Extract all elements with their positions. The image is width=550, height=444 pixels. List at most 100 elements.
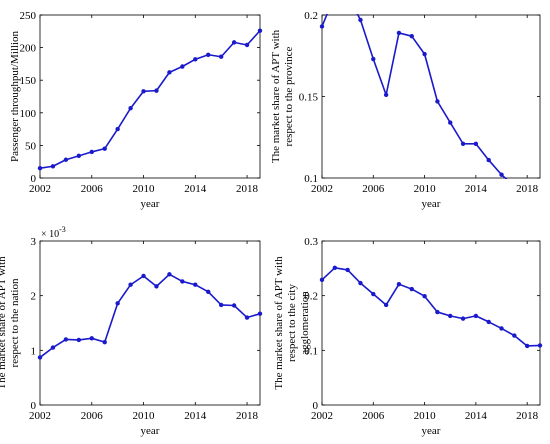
data-point xyxy=(102,339,107,345)
y-tick-label: 2 xyxy=(31,291,37,303)
series-line xyxy=(39,30,261,170)
x-tick-label: 2014 xyxy=(184,410,207,422)
data-point xyxy=(154,284,159,289)
data-point xyxy=(76,153,82,159)
y-tick-label: 0.1 xyxy=(304,345,318,357)
data-point xyxy=(231,303,237,308)
axes-box xyxy=(39,240,261,406)
data-point xyxy=(50,164,56,169)
data-point xyxy=(396,281,402,287)
x-tick-label: 2014 xyxy=(184,183,207,195)
x-tick-label: 2002 xyxy=(311,410,333,422)
x-tick-label: 2010 xyxy=(133,410,156,422)
x-tick-label: 2010 xyxy=(133,183,156,195)
data-point xyxy=(499,326,504,331)
data-point xyxy=(383,302,389,308)
data-point xyxy=(63,337,69,342)
series-line xyxy=(39,273,261,359)
x-axis-label: year xyxy=(141,198,160,210)
x-tick-label: 2002 xyxy=(311,183,333,195)
y-exponent-label: × 10-3 xyxy=(41,225,66,240)
subplot-4: 2002 2006 2010 2014 2018 0 0.1 0.2 0.3 year The ma… xyxy=(273,236,543,437)
x-tick-label: 2010 xyxy=(414,183,437,195)
y-tick-label: 3 xyxy=(31,236,37,248)
axes-box xyxy=(321,14,541,179)
data-point xyxy=(50,345,56,350)
plot-area xyxy=(37,272,263,360)
y-tick-label: 1 xyxy=(31,345,37,357)
data-point xyxy=(358,280,363,286)
data-point xyxy=(422,51,427,57)
data-point xyxy=(218,54,224,59)
data-point xyxy=(345,267,350,273)
data-point xyxy=(332,265,338,270)
y-axis-label: The market share of APT withrespect to t… xyxy=(0,256,21,390)
x-tick-label: 2018 xyxy=(236,410,259,422)
data-point xyxy=(448,313,453,319)
y-axis-label: The market share of APT withrespect to t… xyxy=(273,256,311,390)
data-point xyxy=(231,40,237,45)
x-tick-label: 2014 xyxy=(465,183,488,195)
data-point xyxy=(89,149,94,155)
data-point xyxy=(319,24,325,29)
data-point xyxy=(512,333,517,338)
data-point xyxy=(257,311,263,316)
x-tick-label: 2006 xyxy=(81,183,104,195)
data-point xyxy=(244,315,250,320)
subplot-1: 2002 2006 2010 2014 2018 0 50 100 150 200 250 year P… xyxy=(9,10,263,210)
data-point xyxy=(460,141,466,146)
data-point xyxy=(141,273,146,279)
data-point xyxy=(435,309,440,315)
data-point xyxy=(448,120,453,125)
data-point xyxy=(180,279,185,284)
data-point xyxy=(409,33,414,39)
y-tick-label: 250 xyxy=(20,10,37,22)
data-point xyxy=(383,92,389,98)
x-tick-label: 2018 xyxy=(236,183,259,195)
data-point xyxy=(193,282,198,287)
x-tick-label: 2002 xyxy=(29,410,51,422)
x-tick-label: 2006 xyxy=(362,183,385,195)
x-tick-label: 2018 xyxy=(516,183,539,195)
x-tick-label: 2014 xyxy=(465,410,488,422)
data-point xyxy=(154,88,159,93)
data-point xyxy=(524,343,530,349)
data-point xyxy=(141,89,146,94)
data-point xyxy=(257,28,263,33)
data-point xyxy=(115,301,120,306)
plot-area xyxy=(37,28,263,171)
data-point xyxy=(435,99,440,104)
subplot-3: 2002 2006 2010 2014 2018 0 1 2 3 × 10-3 year The ma… xyxy=(0,225,263,437)
axes-box xyxy=(321,240,541,406)
data-point xyxy=(218,302,224,308)
data-point xyxy=(128,106,133,111)
y-tick-label: 100 xyxy=(20,108,37,120)
data-point xyxy=(167,70,172,75)
y-axis-label: The market share of APT withrespect to t… xyxy=(270,29,295,163)
y-tick-label: 0.2 xyxy=(304,291,318,303)
data-point xyxy=(102,146,107,151)
data-point xyxy=(371,291,376,297)
data-point xyxy=(358,17,363,23)
series-line xyxy=(321,14,508,179)
x-tick-label: 2018 xyxy=(516,410,539,422)
y-tick-label: 0.15 xyxy=(299,92,319,104)
x-tick-label: 2010 xyxy=(414,410,437,422)
data-point xyxy=(319,277,325,283)
data-point xyxy=(409,286,414,292)
data-point xyxy=(193,57,198,62)
x-tick-label: 2006 xyxy=(81,410,104,422)
y-tick-label: 0.1 xyxy=(304,173,318,185)
data-point xyxy=(167,272,172,277)
data-point xyxy=(538,200,542,204)
data-point xyxy=(537,343,543,348)
data-point xyxy=(371,56,376,62)
y-tick-label: 0.2 xyxy=(304,10,318,22)
data-point xyxy=(499,172,504,177)
y-tick-label: 0 xyxy=(31,173,37,185)
x-tick-label: 2006 xyxy=(362,410,385,422)
x-axis-label: year xyxy=(422,198,441,210)
plot-area xyxy=(319,265,543,349)
data-point xyxy=(460,316,466,321)
